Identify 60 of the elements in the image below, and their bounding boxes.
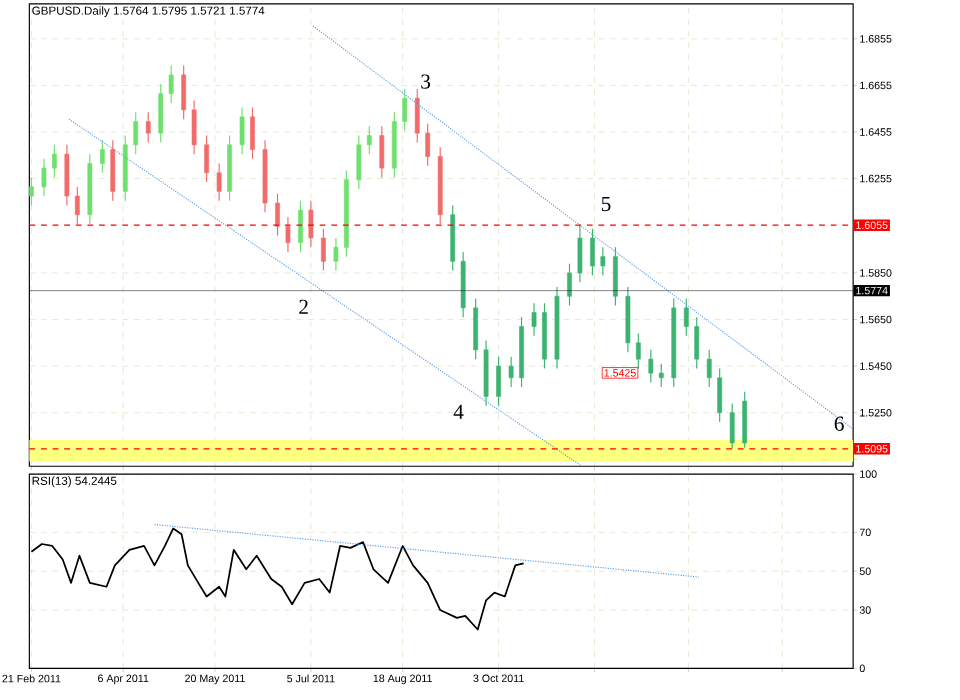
annotation: 3 — [421, 74, 431, 90]
candlestick — [122, 135, 128, 202]
candlestick — [542, 302, 547, 370]
candlestick — [191, 100, 197, 155]
candlestick — [52, 144, 57, 179]
candlestick — [158, 83, 164, 144]
annotation: 4 — [453, 405, 464, 420]
candlestick — [694, 316, 700, 370]
candlestick — [729, 403, 735, 450]
candlestick — [64, 144, 70, 207]
candlestick — [483, 340, 489, 407]
candlestick — [181, 65, 187, 121]
candlestick — [239, 107, 245, 155]
annotation: 5 — [601, 197, 611, 212]
candlestick — [402, 88, 408, 132]
candlestick — [74, 186, 80, 225]
candlestick — [321, 228, 326, 272]
candlestick — [742, 391, 748, 449]
candlestick — [110, 139, 116, 202]
annotation: 6 — [834, 416, 844, 432]
candlestick — [683, 298, 689, 337]
candlestick — [29, 177, 34, 207]
candlestick — [706, 349, 712, 388]
candlestick — [635, 333, 641, 370]
candlestick — [99, 139, 105, 174]
candlestick — [216, 163, 222, 202]
candlestick — [366, 125, 372, 155]
candlestick — [333, 237, 339, 272]
candlestick — [567, 263, 572, 307]
candlestick — [145, 111, 151, 144]
candlestick — [717, 368, 723, 423]
candlestick — [250, 107, 255, 160]
candlestick — [298, 200, 303, 253]
candlestick — [531, 302, 537, 337]
candlestick — [275, 193, 280, 237]
candlestick — [41, 158, 47, 197]
candlestick — [450, 205, 456, 272]
candlestick — [285, 216, 291, 253]
candlestick — [391, 111, 397, 179]
candlestick — [379, 125, 385, 179]
candlestick — [658, 363, 664, 388]
candlestick — [508, 356, 514, 388]
candlestick — [600, 247, 606, 277]
candlestick — [613, 247, 618, 307]
candlestick — [460, 251, 466, 319]
candlestick — [425, 123, 431, 167]
annotation: 2 — [299, 300, 308, 315]
candlestick — [496, 356, 501, 407]
candlestick — [473, 298, 479, 360]
candlestick — [168, 65, 174, 104]
candlestick — [308, 200, 314, 249]
candlestick — [577, 224, 583, 284]
candlestick — [227, 135, 232, 202]
candlestick — [648, 349, 654, 384]
candlestick — [133, 111, 139, 155]
candlestick — [414, 88, 420, 144]
candlestick — [356, 135, 362, 190]
candlestick — [204, 135, 209, 183]
candlestick — [590, 228, 595, 277]
candlestick — [625, 286, 631, 354]
